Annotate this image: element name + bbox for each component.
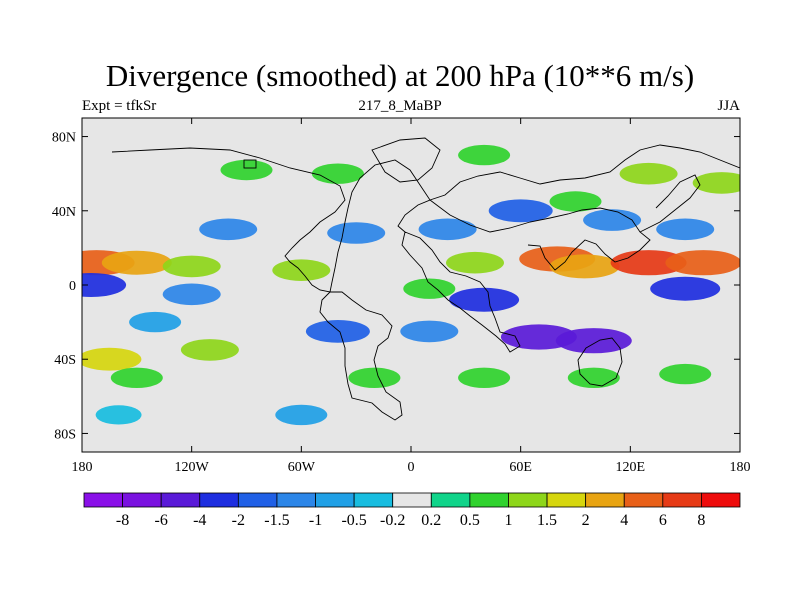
- run-label: 217_8_MaBP: [358, 98, 442, 114]
- colorbar-label-8: 0.2: [421, 512, 441, 529]
- coastline-eurasia: [429, 144, 740, 271]
- field-feature-18: [311, 163, 364, 184]
- colorbar-swatch-4: [237, 492, 278, 508]
- colorbar-label-2: -4: [193, 512, 206, 529]
- field-feature-30: [327, 222, 386, 244]
- coastline-asia-pacific: [639, 174, 701, 233]
- colorbar-swatch-6: [315, 492, 355, 508]
- field-feature-39: [656, 218, 715, 241]
- colorbar-swatch-7: [353, 492, 394, 508]
- y-tick-label-2: 0: [69, 279, 76, 294]
- colorbar-swatch-9: [430, 492, 471, 508]
- field-feature-31: [418, 218, 477, 241]
- x-tick-label-6: 180: [730, 460, 751, 475]
- x-tick-label-0: 180: [72, 460, 93, 475]
- x-tick-label-3: 0: [408, 460, 415, 475]
- field-feature-36: [400, 320, 459, 343]
- y-tick-label-0: 80N: [52, 131, 76, 146]
- field-feature-9: [403, 278, 456, 299]
- divergence-field: [82, 144, 740, 426]
- colorbar-swatch-3: [199, 492, 239, 508]
- field-feature-32: [488, 199, 553, 223]
- colorbar-label-3: -2: [232, 512, 245, 529]
- colorbar-label-10: 1: [504, 512, 512, 529]
- coastline-south-america: [319, 291, 403, 421]
- colorbar-swatch-12: [546, 492, 587, 508]
- coastline-island: [243, 159, 257, 169]
- colorbar-label-11: 1.5: [537, 512, 557, 529]
- coastline-north-america: [111, 147, 431, 293]
- colorbar-label-12: 2: [582, 512, 590, 529]
- season-label: JJA: [717, 98, 740, 114]
- colorbar-label-1: -6: [155, 512, 168, 529]
- colorbar-label-15: 8: [697, 512, 705, 529]
- coastline-africa: [401, 231, 521, 353]
- y-axis: 80N 40N 0 40S 80S: [52, 131, 740, 442]
- field-feature-14: [458, 367, 511, 388]
- coastline-australia: [577, 337, 623, 387]
- field-feature-23: [82, 273, 127, 297]
- field-feature-1: [101, 250, 172, 275]
- field-feature-34: [129, 311, 182, 333]
- field-feature-2: [162, 255, 221, 278]
- field-feature-11: [110, 367, 163, 388]
- y-tick-label-4: 80S: [54, 427, 76, 442]
- field-feature-8: [446, 251, 504, 274]
- chart-title: Divergence (smoothed) at 200 hPa (10**6 …: [105, 58, 695, 93]
- colorbar: -8 -6 -4 -2 -1.5 -1 -0.5 -0.2 0.2 0.5 1 1.5 2 4 6 8: [83, 492, 741, 529]
- colorbar-swatch-15: [662, 492, 702, 508]
- colorbar-label-5: -1: [309, 512, 322, 529]
- colorbar-label-4: -1.5: [264, 512, 289, 529]
- x-tick-label-4: 60E: [509, 460, 532, 475]
- colorbar-swatch-0: [83, 492, 123, 508]
- colorbar-label-9: 0.5: [460, 512, 480, 529]
- x-tick-label-1: 120W: [175, 460, 210, 475]
- x-tick-label-5: 120E: [616, 460, 646, 475]
- colorbar-swatch-5: [276, 492, 316, 508]
- field-feature-29: [199, 218, 258, 241]
- field-feature-16: [659, 363, 712, 385]
- coastlines: [111, 137, 740, 421]
- field-feature-10: [82, 347, 142, 371]
- x-axis: 180 120W 60W 0 60E 120E 180: [72, 118, 751, 475]
- colorbar-swatch-16: [701, 492, 741, 508]
- field-feature-21: [619, 162, 678, 185]
- field-feature-17: [220, 159, 273, 181]
- colorbar-label-14: 6: [659, 512, 667, 529]
- field-feature-28: [650, 276, 721, 301]
- field-feature-19: [458, 144, 511, 166]
- field-feature-13: [348, 367, 401, 388]
- field-feature-35: [305, 320, 370, 343]
- x-tick-label-2: 60W: [288, 460, 316, 475]
- colorbar-label-7: -0.2: [380, 512, 405, 529]
- colorbar-swatch-13: [585, 492, 625, 508]
- y-tick-label-3: 40S: [54, 353, 76, 368]
- field-feature-25: [449, 287, 520, 312]
- colorbar-label-6: -0.5: [341, 512, 366, 529]
- colorbar-swatch-14: [623, 492, 664, 508]
- field-feature-3: [272, 259, 331, 282]
- field-feature-12: [180, 339, 239, 361]
- coastline-greenland: [371, 137, 441, 183]
- y-tick-label-1: 40N: [52, 205, 76, 220]
- colorbar-label-13: 4: [620, 512, 628, 529]
- field-feature-37: [95, 405, 142, 425]
- colorbar-swatch-8: [392, 492, 432, 508]
- field-feature-5: [549, 254, 620, 279]
- colorbar-swatch-10: [469, 492, 509, 508]
- field-feature-22: [692, 172, 740, 194]
- colorbar-swatch-11: [508, 492, 548, 508]
- field-feature-38: [275, 404, 328, 426]
- field-feature-20: [549, 191, 602, 212]
- colorbar-swatch-1: [122, 492, 162, 508]
- field-feature-27: [555, 328, 632, 354]
- field-feature-7: [665, 250, 740, 276]
- field-feature-24: [162, 283, 221, 306]
- field-feature-33: [583, 209, 642, 231]
- experiment-label: Expt = tfkSr: [82, 98, 157, 114]
- colorbar-swatch-2: [160, 492, 201, 508]
- colorbar-label-0: -8: [116, 512, 129, 529]
